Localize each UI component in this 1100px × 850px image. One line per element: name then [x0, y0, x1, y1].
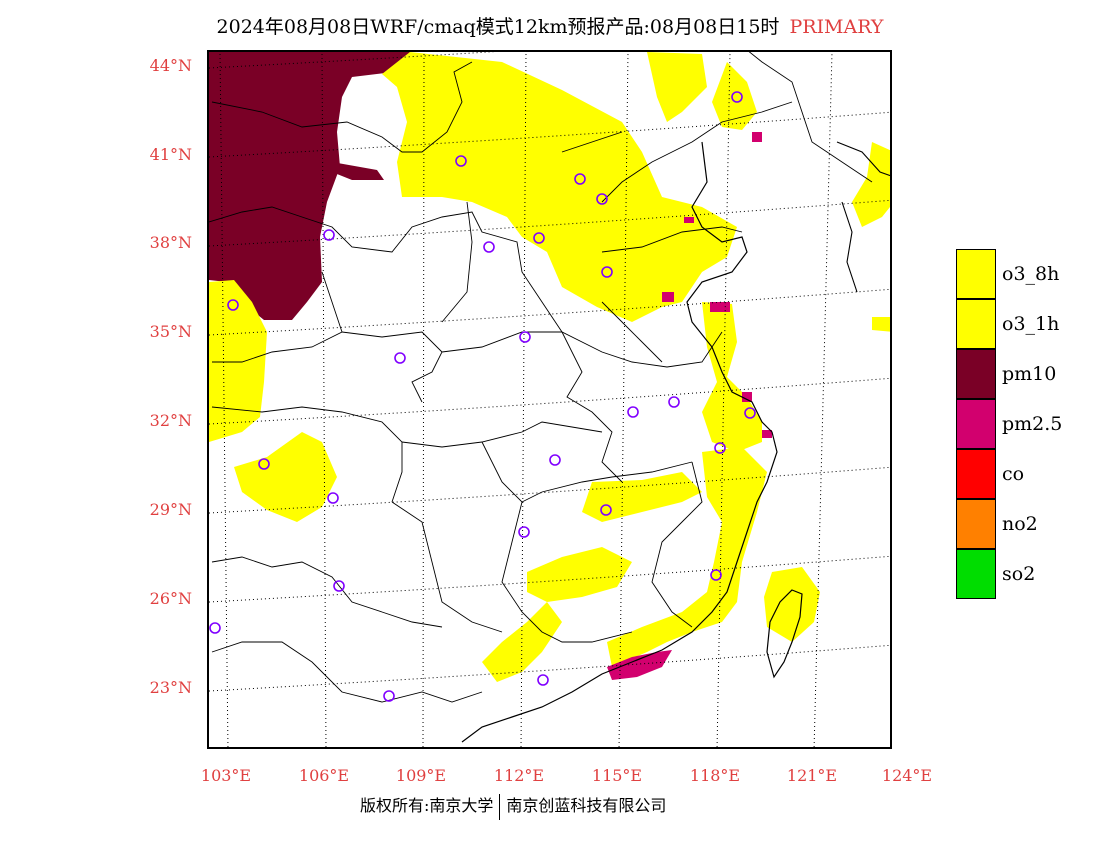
- station-marker: [323, 229, 335, 241]
- station-marker: [744, 407, 756, 419]
- o3-area-korea-coast: [852, 142, 890, 227]
- pm10-area-north-strip: [332, 162, 384, 180]
- legend-label: o3_1h: [1002, 313, 1060, 335]
- station-marker: [333, 580, 345, 592]
- station-marker: [383, 690, 395, 702]
- station-markers: [209, 91, 756, 702]
- station-marker: [731, 91, 743, 103]
- legend-swatch: [956, 399, 996, 449]
- lat-label-23: 23°N: [149, 678, 192, 697]
- lon-label-115: 115°E: [591, 766, 643, 785]
- copyright-company: 南京创蓝科技有限公司: [506, 796, 667, 815]
- o3-area-northeast: [647, 52, 707, 122]
- legend-label: co: [1002, 463, 1025, 485]
- pm25-patch-2: [710, 302, 730, 312]
- pm25-patch-5: [752, 132, 762, 142]
- lat-label-32: 32°N: [149, 411, 192, 430]
- lat-label-35: 35°N: [149, 322, 192, 341]
- station-marker: [519, 331, 531, 343]
- legend-swatch: [956, 299, 996, 349]
- map-title-text: 2024年08月08日WRF/cmaq模式12km预报产品:08月08日15时: [216, 16, 780, 38]
- pm25-patch-4: [762, 430, 772, 438]
- o3-area-sichuan: [234, 432, 337, 522]
- lat-label-38: 38°N: [149, 233, 192, 252]
- korea-outline: [836, 141, 890, 293]
- o3-area-central: [582, 472, 702, 522]
- station-marker: [627, 406, 639, 418]
- legend-label: pm2.5: [1002, 413, 1063, 435]
- map-canvas[interactable]: [209, 52, 892, 749]
- station-marker: [518, 526, 530, 538]
- legend-swatch: [956, 549, 996, 599]
- copyright-footer: 版权所有:南京大学 南京创蓝科技有限公司: [360, 792, 666, 820]
- legend-label: no2: [1002, 513, 1038, 535]
- legend-label: so2: [1002, 563, 1036, 585]
- lon-label-103: 103°E: [200, 766, 252, 785]
- o3-area-jiangxi: [527, 547, 632, 602]
- station-marker: [714, 442, 726, 454]
- station-marker: [258, 458, 270, 470]
- lon-label-112: 112°E: [493, 766, 545, 785]
- station-marker: [710, 569, 722, 581]
- o3-area-liaoning: [712, 62, 757, 130]
- o3-area-jiangsu: [702, 302, 762, 452]
- station-marker: [537, 674, 549, 686]
- lon-label-118: 118°E: [689, 766, 741, 785]
- station-marker: [549, 454, 561, 466]
- map-title: 2024年08月08日WRF/cmaq模式12km预报产品:08月08日15时 P…: [0, 12, 1100, 39]
- station-marker: [209, 622, 221, 634]
- station-marker: [596, 193, 608, 205]
- pm10-area-northwest: [209, 52, 410, 320]
- station-marker: [574, 173, 586, 185]
- station-marker: [394, 352, 406, 364]
- o3-area-west: [209, 280, 267, 442]
- map-panel[interactable]: [207, 50, 892, 749]
- legend-label: o3_8h: [1002, 263, 1060, 285]
- footer-divider: [499, 793, 501, 820]
- lat-label-29: 29°N: [149, 500, 192, 519]
- o3-area-zhejiang-fujian: [607, 447, 767, 667]
- lon-label-124: 124°E: [881, 766, 933, 785]
- legend-swatch: [956, 499, 996, 549]
- lat-label-41: 41°N: [149, 145, 192, 164]
- pm25-patch-3: [742, 392, 752, 402]
- boundary-lines: [209, 52, 873, 703]
- o3-area-north: [382, 52, 737, 322]
- map-title-tag: PRIMARY: [789, 16, 884, 38]
- legend-label: pm10: [1002, 363, 1057, 385]
- taiwan-outline: [766, 589, 803, 679]
- o3-area-hainan-side: [872, 317, 890, 332]
- station-marker: [600, 504, 612, 516]
- station-marker: [668, 396, 680, 408]
- lon-label-109: 109°E: [395, 766, 447, 785]
- station-marker: [455, 155, 467, 167]
- station-marker: [327, 492, 339, 504]
- legend-swatch: [956, 349, 996, 399]
- station-marker: [483, 241, 495, 253]
- copyright-owner: 版权所有:南京大学: [360, 796, 494, 815]
- lat-label-26: 26°N: [149, 589, 192, 608]
- pm25-patch-6: [684, 217, 694, 223]
- pm25-patch-1: [662, 292, 674, 302]
- o3-area-taiwan: [764, 567, 820, 642]
- lon-label-106: 106°E: [298, 766, 350, 785]
- station-marker: [601, 266, 613, 278]
- o3-area-guangdong: [482, 602, 562, 682]
- coastline: [461, 141, 778, 743]
- legend-swatch: [956, 249, 996, 299]
- lat-label-44: 44°N: [149, 56, 192, 75]
- lon-label-121: 121°E: [786, 766, 838, 785]
- pm25-area-guangdong-coast: [607, 650, 672, 680]
- station-marker: [533, 232, 545, 244]
- legend-swatch: [956, 449, 996, 499]
- station-marker: [227, 299, 239, 311]
